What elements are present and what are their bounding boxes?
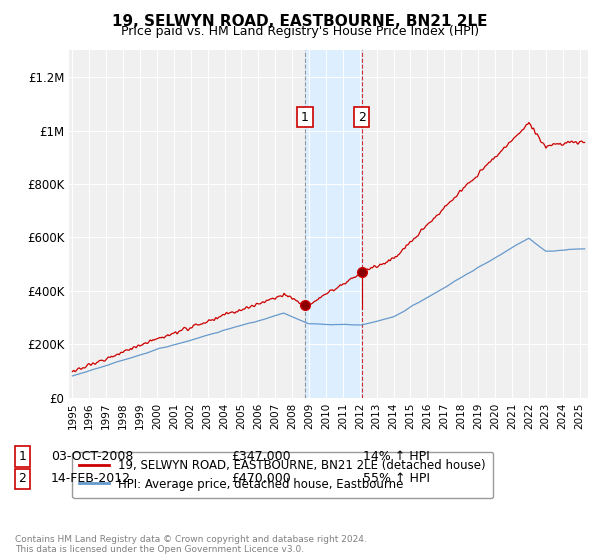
Text: Price paid vs. HM Land Registry's House Price Index (HPI): Price paid vs. HM Land Registry's House … <box>121 25 479 38</box>
Text: 19, SELWYN ROAD, EASTBOURNE, BN21 2LE: 19, SELWYN ROAD, EASTBOURNE, BN21 2LE <box>112 14 488 29</box>
Text: 2: 2 <box>18 472 26 486</box>
Text: 1: 1 <box>18 450 26 463</box>
Text: 55% ↑ HPI: 55% ↑ HPI <box>363 472 430 486</box>
Text: 14-FEB-2012: 14-FEB-2012 <box>51 472 131 486</box>
Text: 1: 1 <box>301 111 309 124</box>
Text: 14% ↑ HPI: 14% ↑ HPI <box>363 450 430 463</box>
Legend: 19, SELWYN ROAD, EASTBOURNE, BN21 2LE (detached house), HPI: Average price, deta: 19, SELWYN ROAD, EASTBOURNE, BN21 2LE (d… <box>73 452 493 498</box>
Text: £347,000: £347,000 <box>231 450 290 463</box>
Text: 2: 2 <box>358 111 366 124</box>
Text: 03-OCT-2008: 03-OCT-2008 <box>51 450 133 463</box>
Text: £470,000: £470,000 <box>231 472 291 486</box>
Bar <box>305 50 362 398</box>
Text: Contains HM Land Registry data © Crown copyright and database right 2024.
This d: Contains HM Land Registry data © Crown c… <box>15 535 367 554</box>
